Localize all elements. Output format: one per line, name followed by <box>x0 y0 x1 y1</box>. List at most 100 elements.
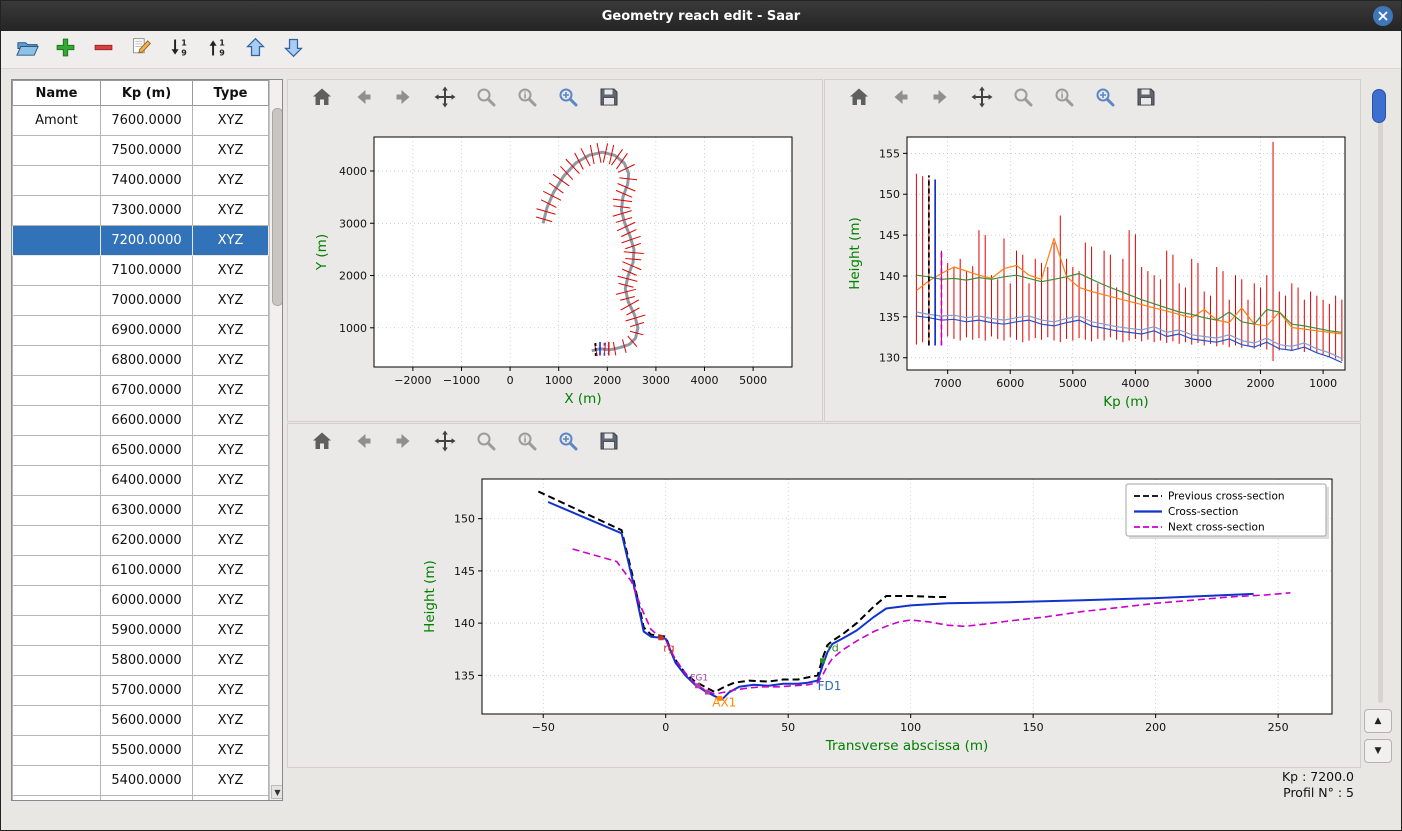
cell-type[interactable]: XYZ <box>192 465 269 496</box>
cell-kp[interactable]: 7600.0000 <box>100 105 193 136</box>
add-cross-section-button[interactable] <box>51 36 79 64</box>
cell-type[interactable]: XYZ <box>192 225 269 256</box>
open-button[interactable] <box>13 36 41 64</box>
table-row[interactable]: 6300.0000 XYZ <box>12 495 269 526</box>
home-button[interactable] <box>845 85 873 113</box>
cell-name[interactable] <box>12 645 101 676</box>
home-button[interactable] <box>308 429 336 457</box>
table-row[interactable]: 6200.0000 XYZ <box>12 525 269 556</box>
cell-name[interactable] <box>12 225 101 256</box>
cell-name[interactable] <box>12 525 101 556</box>
home-button[interactable] <box>308 85 336 113</box>
table-row[interactable]: 6100.0000 XYZ <box>12 555 269 586</box>
zoom-info-button[interactable]: i <box>1050 85 1078 113</box>
table-row[interactable]: 7100.0000 XYZ <box>12 255 269 286</box>
cell-name[interactable] <box>12 465 101 496</box>
cell-kp[interactable]: 5800.0000 <box>100 645 193 676</box>
table-row[interactable]: 6500.0000 XYZ <box>12 435 269 466</box>
table-scrollbar-thumb[interactable] <box>272 108 282 306</box>
cell-type[interactable]: XYZ <box>192 345 269 376</box>
cell-type[interactable]: XYZ <box>192 315 269 346</box>
zoom-button[interactable] <box>1009 85 1037 113</box>
cell-type[interactable]: XYZ <box>192 435 269 466</box>
zoom-button[interactable] <box>472 85 500 113</box>
table-row[interactable]: 5900.0000 XYZ <box>12 615 269 646</box>
zoom-info-button[interactable]: i <box>513 85 541 113</box>
cell-name[interactable] <box>12 585 101 616</box>
next-section-button[interactable]: ▼ <box>1364 739 1392 763</box>
cell-type[interactable]: XYZ <box>192 375 269 406</box>
cell-kp[interactable]: 6800.0000 <box>100 345 193 376</box>
cell-type[interactable]: XYZ <box>192 405 269 436</box>
cell-type[interactable]: XYZ <box>192 105 269 136</box>
pan-button[interactable] <box>431 429 459 457</box>
cell-kp[interactable]: 7300.0000 <box>100 195 193 226</box>
cell-name[interactable] <box>12 135 101 166</box>
table-row[interactable]: 6600.0000 XYZ <box>12 405 269 436</box>
zoom-select-button[interactable] <box>554 429 582 457</box>
cell-name[interactable] <box>12 435 101 466</box>
back-button[interactable] <box>886 85 914 113</box>
zoom-button[interactable] <box>472 429 500 457</box>
cell-kp[interactable]: 5300.0000 <box>100 795 193 800</box>
table-row[interactable]: 7000.0000 XYZ <box>12 285 269 316</box>
cell-kp[interactable]: 7100.0000 <box>100 255 193 286</box>
remove-cross-section-button[interactable] <box>89 36 117 64</box>
cell-kp[interactable]: 5600.0000 <box>100 705 193 736</box>
move-down-button[interactable] <box>279 36 307 64</box>
table-row[interactable]: 7400.0000 XYZ <box>12 165 269 196</box>
column-header-kp[interactable]: Kp (m) <box>100 80 193 106</box>
table-row[interactable]: 6900.0000 XYZ <box>12 315 269 346</box>
column-header-name[interactable]: Name <box>12 80 101 106</box>
table-row[interactable]: Amont 7600.0000 XYZ <box>12 105 269 136</box>
cell-type[interactable]: XYZ <box>192 615 269 646</box>
table-row[interactable]: 5400.0000 XYZ <box>12 765 269 796</box>
cell-kp[interactable]: 7200.0000 <box>100 225 193 256</box>
back-button[interactable] <box>349 429 377 457</box>
cell-name[interactable] <box>12 765 101 796</box>
cell-kp[interactable]: 7000.0000 <box>100 285 193 316</box>
cell-kp[interactable]: 6100.0000 <box>100 555 193 586</box>
cell-type[interactable]: XYZ <box>192 645 269 676</box>
cell-name[interactable] <box>12 165 101 196</box>
cell-name[interactable] <box>12 345 101 376</box>
table-row[interactable]: 6400.0000 XYZ <box>12 465 269 496</box>
edit-button[interactable] <box>127 36 155 64</box>
cell-kp[interactable]: 5900.0000 <box>100 615 193 646</box>
cell-kp[interactable]: 6600.0000 <box>100 405 193 436</box>
cell-type[interactable]: XYZ <box>192 705 269 736</box>
cell-type[interactable]: XYZ <box>192 675 269 706</box>
zoom-select-button[interactable] <box>554 85 582 113</box>
table-row[interactable]: 5800.0000 XYZ <box>12 645 269 676</box>
cell-name[interactable] <box>12 795 101 800</box>
cell-name[interactable] <box>12 675 101 706</box>
cell-name[interactable] <box>12 555 101 586</box>
save-button[interactable] <box>595 85 623 113</box>
cell-type[interactable]: XYZ <box>192 555 269 586</box>
cell-type[interactable]: XYZ <box>192 495 269 526</box>
cell-kp[interactable]: 6200.0000 <box>100 525 193 556</box>
table-row[interactable]: 6700.0000 XYZ <box>12 375 269 406</box>
zoom-select-button[interactable] <box>1091 85 1119 113</box>
table-scroll-down-button[interactable]: ▼ <box>271 785 282 799</box>
cell-type[interactable]: XYZ <box>192 165 269 196</box>
cell-type[interactable]: XYZ <box>192 585 269 616</box>
cell-type[interactable]: XYZ <box>192 195 269 226</box>
column-header-type[interactable]: Type <box>192 80 269 106</box>
cell-name[interactable] <box>12 735 101 766</box>
cell-name[interactable] <box>12 405 101 436</box>
cell-kp[interactable]: 7500.0000 <box>100 135 193 166</box>
cell-name[interactable] <box>12 195 101 226</box>
forward-button[interactable] <box>390 429 418 457</box>
table-row[interactable]: 7200.0000 XYZ <box>12 225 269 256</box>
save-button[interactable] <box>1132 85 1160 113</box>
cell-name[interactable] <box>12 315 101 346</box>
save-button[interactable] <box>595 429 623 457</box>
cell-type[interactable]: XYZ <box>192 765 269 796</box>
cell-kp[interactable]: 6000.0000 <box>100 585 193 616</box>
pan-button[interactable] <box>431 85 459 113</box>
cell-kp[interactable]: 6500.0000 <box>100 435 193 466</box>
